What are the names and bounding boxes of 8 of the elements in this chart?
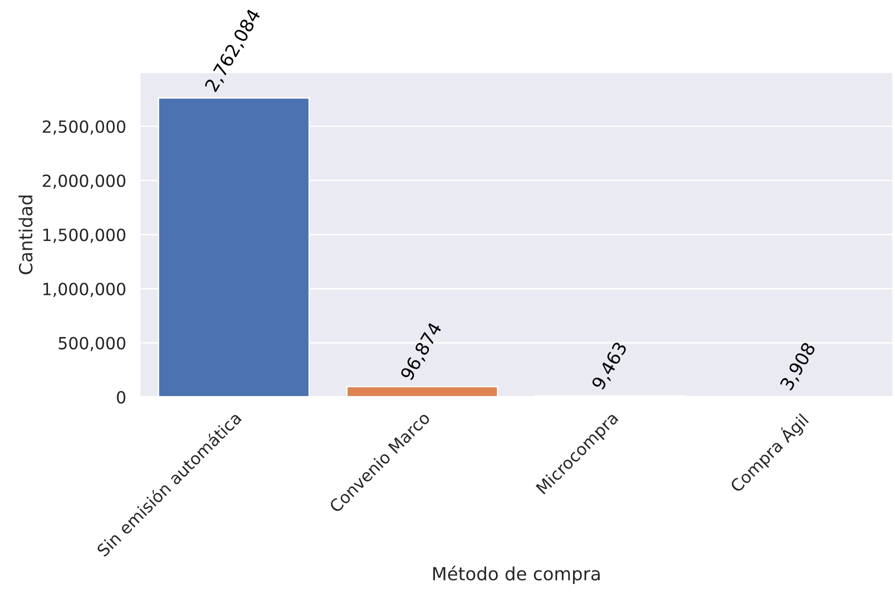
y-tick-label: 0 bbox=[116, 390, 126, 404]
y-tick-label: 1,500,000 bbox=[43, 228, 126, 243]
y-tick-label: 500,000 bbox=[58, 336, 126, 352]
y-tick-label: 1,000,000 bbox=[43, 282, 126, 298]
y-tick-label: 2,000,000 bbox=[42, 174, 126, 189]
x-axis-title: Método de compra bbox=[433, 566, 600, 584]
y-tick-label: 2,500,000 bbox=[42, 120, 126, 135]
y-axis-title: Cantidad bbox=[18, 196, 33, 274]
